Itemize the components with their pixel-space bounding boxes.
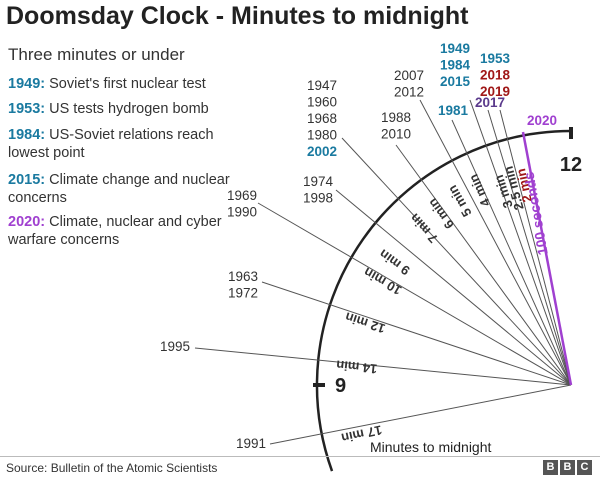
- year-label: 1981: [438, 103, 469, 118]
- year-label: 1988: [381, 110, 411, 125]
- year-label: 1947: [307, 78, 337, 93]
- legend-year: 1984:: [8, 127, 46, 143]
- clock-label-12: 12: [560, 154, 582, 176]
- year-label: 1968: [307, 111, 337, 126]
- clock-face-arc: [315, 129, 572, 472]
- year-label: 2012: [394, 85, 424, 100]
- legend-year: 2020:: [8, 214, 46, 230]
- legend-item: 2015: Climate change and nuclear concern…: [8, 171, 248, 207]
- clock-label-9: 9: [335, 375, 346, 397]
- year-label: 2010: [381, 127, 411, 142]
- clock-hand-line: [487, 109, 572, 386]
- legend-year: 1949:: [8, 76, 46, 92]
- year-label: 1972: [228, 286, 258, 301]
- year-label: 2018: [480, 68, 511, 83]
- clock-hand-line: [341, 137, 572, 386]
- year-label: 2017: [475, 95, 505, 110]
- year-label: 1963: [228, 269, 258, 284]
- year-label: 1980: [307, 128, 337, 143]
- clock-hand-line: [521, 131, 573, 386]
- clock-hand-line: [257, 202, 572, 386]
- clock-hand-line: [261, 281, 572, 386]
- clock-hand-line: [451, 119, 572, 386]
- year-label: 2007: [394, 68, 424, 83]
- year-label: 2020: [527, 113, 557, 128]
- year-label: 1991: [236, 436, 266, 451]
- clock-hand-line: [499, 109, 572, 386]
- minute-label: 12 min: [343, 309, 387, 336]
- legend-item: 1984: US-Soviet relations reach lowest p…: [8, 126, 248, 162]
- clock-hand-line: [194, 347, 572, 386]
- clock-hand-line: [419, 99, 572, 386]
- legend-year: 2015:: [8, 172, 46, 188]
- legend-subtitle: Three minutes or under: [8, 45, 185, 64]
- year-label: 1998: [303, 191, 333, 206]
- bbc-logo: B B C: [543, 460, 592, 475]
- year-label: 1953: [480, 51, 511, 66]
- year-label: 1949: [440, 41, 470, 56]
- source-note: Source: Bulletin of the Atomic Scientist…: [6, 461, 218, 475]
- chart-title: Doomsday Clock - Minutes to midnight: [6, 2, 469, 30]
- axis-label: Minutes to midnight: [370, 439, 492, 455]
- legend-text: Climate, nuclear and cyber warfare conce…: [8, 214, 222, 248]
- year-label: 2015: [440, 74, 471, 89]
- year-label: 1990: [227, 205, 257, 220]
- legend-item: 1953: US tests hydrogen bomb: [8, 100, 248, 118]
- bbc-logo-letter: B: [543, 460, 558, 475]
- minute-label: 14 min: [335, 357, 378, 376]
- legend-item: 2020: Climate, nuclear and cyber warfare…: [8, 213, 248, 249]
- legend-text: Soviet's first nuclear test: [49, 76, 206, 92]
- minute-label: 4 min: [466, 172, 494, 209]
- year-label: 1969: [227, 188, 257, 203]
- minute-label: 2 min: [513, 167, 535, 203]
- footer-divider: [0, 456, 600, 457]
- bbc-logo-letter: C: [577, 460, 592, 475]
- year-label: 2002: [307, 144, 337, 159]
- clock-hand-line: [335, 189, 572, 386]
- year-label: 1960: [307, 95, 337, 110]
- clock-hand-line: [395, 144, 572, 386]
- year-label: 1995: [160, 339, 190, 354]
- clock-hand-line: [269, 384, 572, 445]
- minute-label: 100 seconds: [520, 171, 550, 257]
- legend-text: US-Soviet relations reach lowest point: [8, 127, 214, 161]
- year-label: 2019: [480, 84, 510, 99]
- legend-text: US tests hydrogen bomb: [49, 101, 209, 117]
- year-label: 1974: [303, 174, 334, 189]
- year-label: 1984: [440, 58, 471, 73]
- clock-hand-line: [469, 99, 572, 386]
- legend-text: Climate change and nuclear concerns: [8, 172, 230, 206]
- legend-item: 1949: Soviet's first nuclear test: [8, 75, 248, 93]
- legend-year: 1953:: [8, 101, 46, 117]
- bbc-logo-letter: B: [560, 460, 575, 475]
